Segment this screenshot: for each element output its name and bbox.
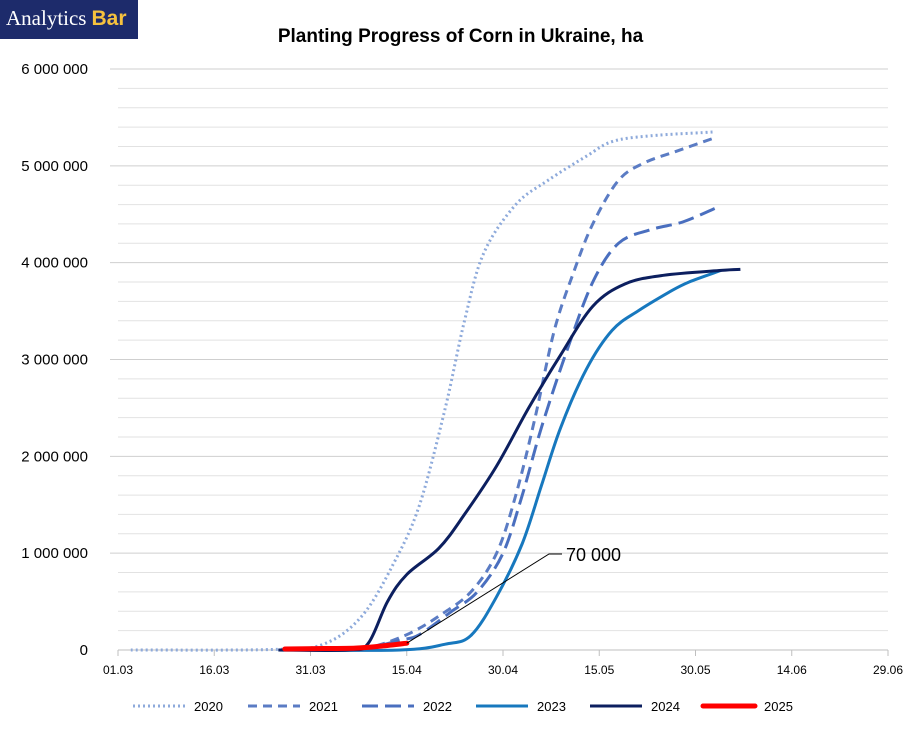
- x-tick-label: 14.06: [777, 663, 807, 677]
- series-line-2021: [361, 136, 716, 652]
- legend-label-2025: 2025: [764, 699, 793, 714]
- analytics-bar-logo: Analytics Bar: [0, 0, 138, 39]
- series-line-2023: [278, 268, 722, 652]
- gridlines: [110, 68, 888, 632]
- y-tick-label: 6 000 000: [21, 61, 88, 78]
- x-tick-label: 16.03: [199, 663, 229, 677]
- annotations: 70 000: [406, 545, 621, 644]
- legend-label-2020: 2020: [194, 699, 223, 714]
- legend-label-2024: 2024: [651, 699, 680, 714]
- series-line-2022: [361, 207, 716, 652]
- y-tick-label: 1 000 000: [21, 545, 88, 562]
- x-tick-label: 31.03: [295, 663, 325, 677]
- logo-text-analytics: Analytics: [6, 6, 87, 30]
- chart-title: Planting Progress of Corn in Ukraine, ha: [277, 26, 644, 47]
- x-tick-label: 01.03: [103, 663, 133, 677]
- series-lines: [130, 130, 741, 652]
- y-tick-label: 2 000 000: [21, 448, 88, 465]
- x-tick-label: 29.06: [873, 663, 903, 677]
- series-line-2024: [278, 267, 741, 652]
- x-tick-label: 30.05: [680, 663, 710, 677]
- legend-label-2022: 2022: [423, 699, 452, 714]
- annotation-label: 70 000: [566, 545, 621, 565]
- y-tick-label: 3 000 000: [21, 352, 88, 369]
- series-line-2020: [130, 130, 715, 652]
- axes: 0 1 000 000 2 000 000 3 000 000 4 000 000 5 0…: [21, 61, 903, 677]
- y-tick-label: 5 000 000: [21, 158, 88, 175]
- annotation-leader-line: [406, 553, 562, 644]
- series-line-2025: [282, 640, 410, 652]
- logo-text-bar: Bar: [91, 7, 127, 30]
- x-tick-label: 15.04: [392, 663, 422, 677]
- y-tick-label: 4 000 000: [21, 255, 88, 272]
- x-tick-label: 30.04: [488, 663, 518, 677]
- legend-label-2023: 2023: [537, 699, 566, 714]
- x-tick-label: 15.05: [584, 663, 614, 677]
- legend: 2020 2021 2022 2023 2024 2025: [133, 699, 793, 714]
- y-tick-label: 0: [80, 642, 88, 659]
- legend-label-2021: 2021: [309, 699, 338, 714]
